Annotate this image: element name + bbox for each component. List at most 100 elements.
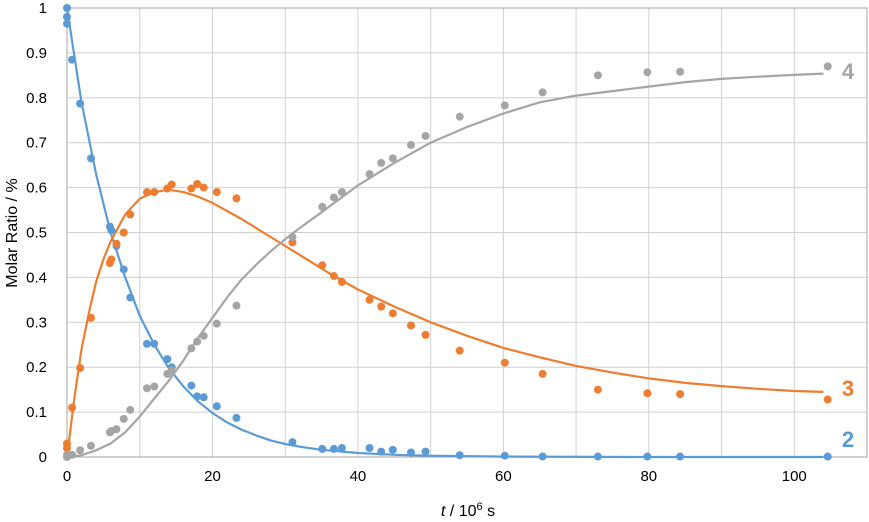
- data-point-series-3: [119, 228, 128, 237]
- data-point-series-2: [163, 355, 172, 364]
- data-point-series-3: [388, 309, 397, 318]
- x-tick-label: 80: [640, 468, 657, 485]
- fit-curve-series-4: [66, 72, 824, 459]
- data-point-series-2: [119, 265, 128, 274]
- data-point-series-2: [288, 438, 297, 447]
- data-point-series-2: [193, 392, 202, 401]
- y-tick-label: 0.2: [26, 359, 47, 376]
- data-point-series-3: [150, 188, 159, 197]
- x-tick-label: 40: [350, 468, 367, 485]
- series-labels: 2 3 4: [842, 59, 855, 452]
- data-point-series-4: [187, 344, 196, 353]
- data-point-series-3: [421, 330, 430, 339]
- data-point-series-4: [455, 112, 464, 121]
- data-point-series-3: [167, 180, 176, 189]
- data-point-series-3: [112, 239, 121, 248]
- data-point-series-3: [199, 183, 208, 192]
- data-point-series-3: [187, 184, 196, 193]
- x-tick-label: 20: [204, 468, 221, 485]
- x-tick-label: 100: [782, 468, 807, 485]
- data-point-series-3: [593, 385, 602, 394]
- data-point-series-2: [407, 448, 415, 457]
- data-point-series-3: [318, 261, 327, 270]
- data-point-series-4: [337, 188, 346, 197]
- y-tick-label: 0.6: [26, 180, 47, 197]
- data-point-series-4: [329, 193, 338, 202]
- data-point-series-4: [193, 337, 202, 346]
- data-point-series-4: [421, 131, 430, 140]
- data-point-series-3: [68, 403, 77, 412]
- data-point-series-2: [329, 444, 338, 453]
- data-point-series-2: [87, 154, 95, 163]
- data-point-series-3: [126, 210, 135, 219]
- y-tick-label: 0.9: [26, 45, 47, 62]
- fit-curve-series-3: [65, 188, 824, 458]
- data-point-series-2: [212, 402, 221, 411]
- data-points: [63, 4, 832, 461]
- data-point-series-2: [377, 447, 386, 456]
- x-axis-title-variable: t: [441, 503, 446, 520]
- data-point-series-2: [76, 99, 85, 108]
- data-point-series-4: [232, 301, 241, 310]
- data-point-series-4: [407, 140, 415, 149]
- data-point-series-2: [337, 444, 346, 453]
- data-point-series-3: [143, 188, 151, 197]
- data-point-series-2: [126, 293, 135, 302]
- data-point-series-4: [199, 331, 208, 340]
- x-axis-title-unit: / 10: [445, 503, 476, 520]
- data-point-series-3: [63, 444, 71, 453]
- x-axis-title: t / 106 s: [441, 501, 495, 520]
- data-point-series-3: [329, 272, 338, 281]
- data-point-series-4: [68, 450, 77, 459]
- data-point-series-4: [643, 68, 652, 77]
- data-point-series-2: [676, 452, 685, 461]
- y-tick-label: 0.5: [26, 225, 47, 242]
- data-point-series-3: [455, 346, 464, 355]
- x-tick-label: 0: [63, 468, 71, 485]
- data-point-series-4: [676, 67, 685, 76]
- data-point-series-3: [337, 277, 346, 286]
- data-point-series-2: [421, 447, 430, 456]
- data-point-series-4: [823, 62, 832, 71]
- series-label-2: 2: [842, 427, 854, 452]
- data-point-series-2: [143, 339, 151, 348]
- y-tick-label: 0.4: [26, 269, 47, 286]
- data-point-series-2: [388, 445, 397, 454]
- x-axis-title-suffix: s: [483, 503, 495, 520]
- data-point-series-2: [643, 452, 652, 461]
- y-tick-label: 0.8: [26, 90, 47, 107]
- data-point-series-3: [643, 389, 652, 398]
- data-point-series-2: [199, 393, 208, 402]
- data-point-series-3: [193, 180, 202, 189]
- data-point-series-2: [318, 444, 327, 453]
- data-point-series-4: [150, 382, 159, 391]
- data-point-series-4: [365, 170, 374, 179]
- series-label-3: 3: [842, 376, 854, 401]
- y-tick-label: 0: [39, 449, 47, 466]
- data-point-series-3: [87, 313, 95, 322]
- data-point-series-3: [500, 358, 509, 367]
- data-point-series-3: [823, 395, 832, 404]
- data-point-series-3: [407, 321, 415, 330]
- axis-tick-labels: 0 0.1 0.2 0.3 0.4 0.5 0.6 0.7 0.8 0.9 1 0 20 40 60 80 10…: [26, 0, 807, 485]
- data-point-series-4: [126, 405, 135, 414]
- data-point-series-4: [500, 101, 509, 110]
- data-point-series-4: [167, 366, 176, 375]
- data-point-series-4: [593, 71, 602, 80]
- y-tick-label: 0.7: [26, 135, 47, 152]
- data-point-series-4: [119, 414, 128, 423]
- x-tick-label: 60: [495, 468, 512, 485]
- data-point-series-2: [365, 444, 374, 453]
- y-axis-title: Molar Ratio / %: [4, 178, 21, 287]
- x-axis-title-exponent: 6: [477, 501, 483, 513]
- data-point-series-4: [318, 202, 327, 211]
- data-point-series-3: [365, 295, 374, 304]
- y-tick-label: 0.1: [26, 404, 47, 421]
- data-point-series-3: [76, 364, 85, 373]
- data-point-series-3: [232, 194, 241, 203]
- data-point-series-2: [500, 451, 509, 460]
- data-point-series-2: [63, 19, 71, 28]
- data-point-series-2: [63, 4, 71, 12]
- data-point-series-3: [538, 369, 547, 378]
